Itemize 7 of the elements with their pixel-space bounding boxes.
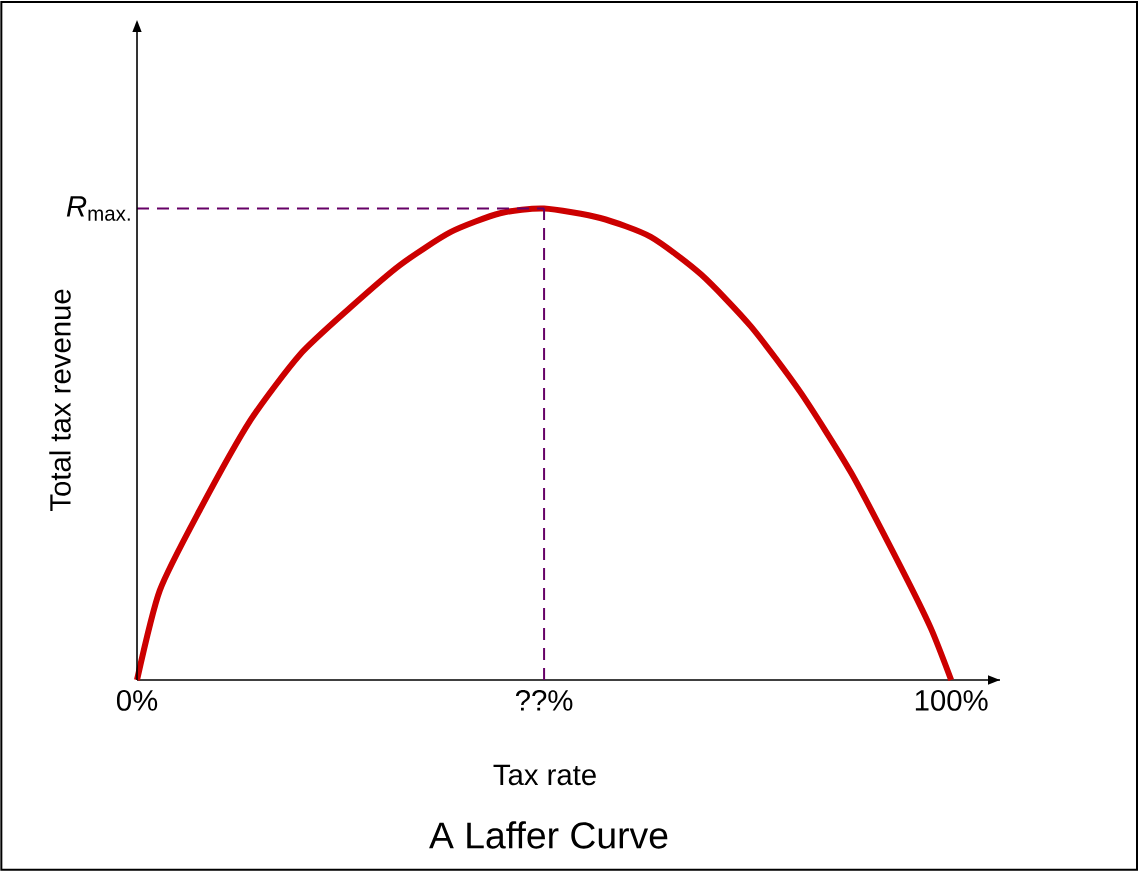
x-tick-label: ??% [515, 690, 573, 711]
ref-line-label: R$_{max.}$ [66, 196, 130, 221]
x-axis-title: Tax rate [493, 764, 596, 786]
x-tick-label: 0% [116, 690, 158, 711]
x-tick-label: 100% [915, 690, 988, 711]
text: A Laffer Curve [429, 821, 668, 849]
y-axis-title: Total tax revenue [49, 289, 71, 512]
